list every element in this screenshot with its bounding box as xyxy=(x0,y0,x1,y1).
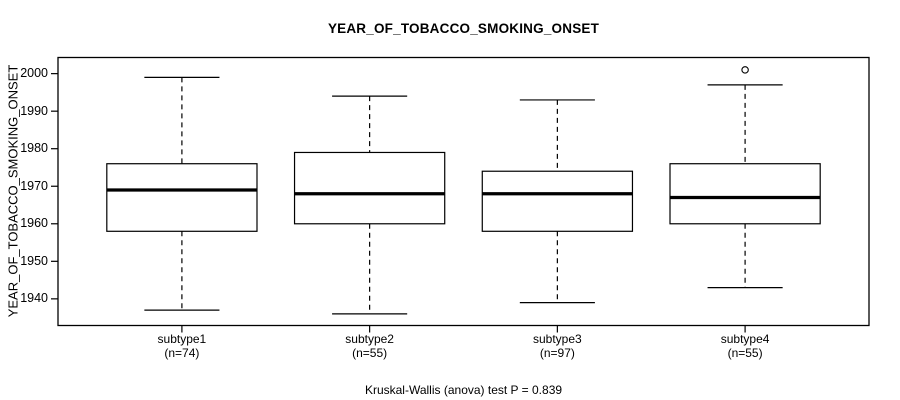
stat-test-caption: Kruskal-Wallis (anova) test P = 0.839 xyxy=(364,383,563,397)
plot-frame xyxy=(57,56,870,327)
iqr-box xyxy=(106,163,258,232)
x-group-label: subtype1 xyxy=(157,332,207,346)
y-tick-label: 1940 xyxy=(20,291,48,306)
chart-title: YEAR_OF_TOBACCO_SMOKING_ONSET xyxy=(327,21,600,36)
x-group-count: (n=74) xyxy=(164,345,200,360)
iqr-box xyxy=(293,151,446,225)
y-tick-label: 1960 xyxy=(20,216,48,231)
x-group-label-block: subtype4 (n=55) xyxy=(665,332,825,360)
x-group-count: (n=55) xyxy=(352,345,388,360)
x-group-count: (n=97) xyxy=(539,345,575,360)
x-group-label-block: subtype2 (n=55) xyxy=(290,332,450,360)
y-tick-label: 1980 xyxy=(20,141,48,156)
iqr-box xyxy=(669,163,821,225)
x-group-label: subtype4 xyxy=(720,332,770,346)
outlier-point xyxy=(741,66,749,74)
x-group-label-block: subtype3 (n=97) xyxy=(477,332,637,360)
x-group-label: subtype3 xyxy=(533,332,582,346)
x-group-label-block: subtype1 (n=74) xyxy=(102,332,262,360)
y-tick-label: 2000 xyxy=(20,66,48,81)
iqr-box xyxy=(481,170,634,232)
y-tick-label: 1950 xyxy=(20,253,48,268)
x-group-count: (n=55) xyxy=(727,345,763,360)
x-group-label: subtype2 xyxy=(345,332,394,346)
y-tick-label: 1970 xyxy=(20,178,48,193)
y-tick-label: 1990 xyxy=(20,103,48,118)
